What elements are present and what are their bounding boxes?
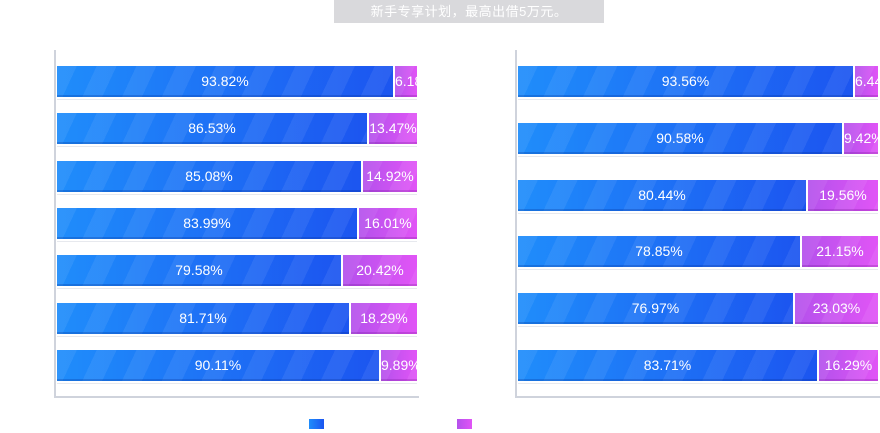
- bar-row: 83.71% 16.29%: [518, 350, 878, 381]
- bar-segment-series-b: 6.44%: [855, 66, 878, 97]
- bar-row: 85.08% 14.92%: [57, 161, 417, 192]
- bar-segment-series-a: 83.99%: [57, 208, 359, 239]
- row-gridline: [518, 156, 878, 157]
- row-gridline: [57, 383, 417, 384]
- bar-row: 78.85% 21.15%: [518, 236, 878, 267]
- bar-segment-series-a: 86.53%: [57, 113, 369, 144]
- x-axis-line: [515, 396, 880, 398]
- bar-segment-series-a: 90.11%: [57, 350, 381, 381]
- bar-segment-series-a: 79.58%: [57, 255, 343, 286]
- bar-segment-series-b: 6.18%: [395, 66, 417, 97]
- bar-row: 76.97% 23.03%: [518, 293, 878, 324]
- bar-segment-series-b: 18.29%: [351, 303, 417, 334]
- bar-segment-series-b: 23.03%: [795, 293, 878, 324]
- chart-panel-left: 93.82%6.18%86.53%13.47%85.08%14.92%83.99…: [54, 50, 419, 398]
- bar-row: 81.71% 18.29%: [57, 303, 417, 334]
- bar-segment-series-b: 13.47%: [369, 113, 417, 144]
- row-gridline: [518, 269, 878, 270]
- row-gridline: [57, 146, 417, 147]
- bar-segment-series-b: 19.56%: [808, 180, 878, 211]
- legend-swatch-series-b: [457, 419, 472, 429]
- bar-row: 79.58% 20.42%: [57, 255, 417, 286]
- bar-segment-series-b: 14.92%: [363, 161, 417, 192]
- row-gridline: [518, 383, 878, 384]
- row-gridline: [57, 99, 417, 100]
- y-axis-line: [54, 50, 56, 398]
- chart-panel-right: 93.56%6.44%90.58%9.42%80.44%19.56%78.85%…: [515, 50, 880, 398]
- row-gridline: [57, 194, 417, 195]
- bar-segment-series-a: 90.58%: [518, 123, 844, 154]
- bar-row: 93.56%6.44%: [518, 66, 878, 97]
- bar-segment-series-a: 93.56%: [518, 66, 855, 97]
- banner: 新手专享计划，最高出借5万元。: [334, 0, 604, 23]
- bar-segment-series-b: 9.42%: [844, 123, 878, 154]
- bar-row: 90.11% 9.89%: [57, 350, 417, 381]
- row-gridline: [518, 213, 878, 214]
- bar-segment-series-b: 20.42%: [343, 255, 417, 286]
- bar-segment-series-a: 76.97%: [518, 293, 795, 324]
- legend-swatch-series-a: [309, 419, 324, 429]
- bar-segment-series-a: 78.85%: [518, 236, 802, 267]
- bar-row: 83.99% 16.01%: [57, 208, 417, 239]
- bar-row: 80.44% 19.56%: [518, 180, 878, 211]
- bar-segment-series-a: 85.08%: [57, 161, 363, 192]
- row-gridline: [57, 336, 417, 337]
- y-axis-line: [515, 50, 517, 398]
- bar-segment-series-b: 9.89%: [381, 350, 417, 381]
- bar-row: 90.58%9.42%: [518, 123, 878, 154]
- bar-segment-series-b: 16.01%: [359, 208, 417, 239]
- row-gridline: [57, 241, 417, 242]
- row-gridline: [518, 326, 878, 327]
- bar-segment-series-a: 83.71%: [518, 350, 819, 381]
- row-gridline: [518, 99, 878, 100]
- row-gridline: [57, 288, 417, 289]
- bar-segment-series-a: 81.71%: [57, 303, 351, 334]
- bar-row: 86.53% 13.47%: [57, 113, 417, 144]
- bar-row: 93.82%6.18%: [57, 66, 417, 97]
- x-axis-line: [54, 396, 419, 398]
- bar-segment-series-a: 93.82%: [57, 66, 395, 97]
- bar-segment-series-a: 80.44%: [518, 180, 808, 211]
- bar-segment-series-b: 16.29%: [819, 350, 878, 381]
- bar-segment-series-b: 21.15%: [802, 236, 878, 267]
